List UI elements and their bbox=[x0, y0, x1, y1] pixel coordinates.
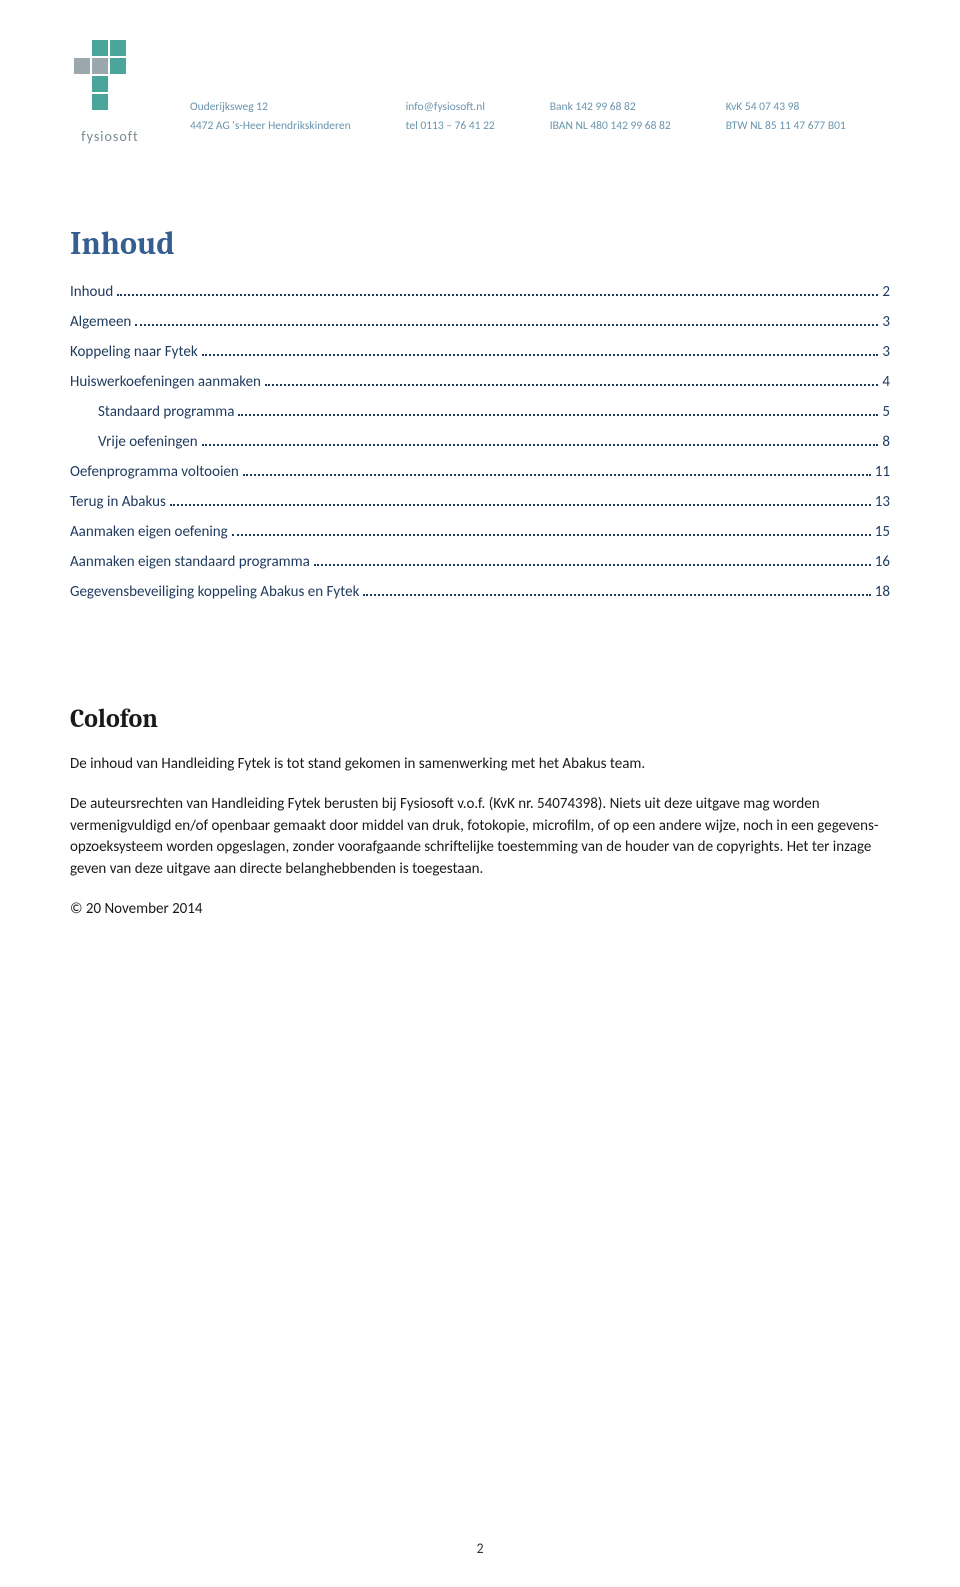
info-col-bank: Bank 142 99 68 82 IBAN NL 480 142 99 68 … bbox=[550, 98, 671, 135]
colofon-p2: De auteursrechten van Handleiding Fytek … bbox=[70, 794, 890, 881]
toc-entry-label: Terug in Abakus bbox=[70, 490, 166, 514]
toc-entry-label: Oefenprogramma voltooien bbox=[70, 460, 239, 484]
toc-entry-page: 3 bbox=[882, 310, 890, 334]
toc-title: Inhoud bbox=[70, 225, 890, 262]
toc-leader-dots bbox=[170, 504, 871, 506]
toc-leader-dots bbox=[117, 294, 878, 296]
info-line: info@fysiosoft.nl bbox=[406, 98, 495, 116]
toc-entry-page: 5 bbox=[882, 400, 890, 424]
info-line: tel 0113 – 76 41 22 bbox=[406, 117, 495, 135]
toc-entry[interactable]: Aanmaken eigen oefening 15 bbox=[70, 520, 890, 544]
toc-entry[interactable]: Terug in Abakus 13 bbox=[70, 490, 890, 514]
colofon-title: Colofon bbox=[70, 704, 890, 734]
info-line: Bank 142 99 68 82 bbox=[550, 98, 671, 116]
info-line: BTW NL 85 11 47 677 B01 bbox=[726, 117, 846, 135]
toc-entry-page: 11 bbox=[875, 460, 890, 484]
toc-entry-page: 8 bbox=[882, 430, 890, 454]
toc-entry-label: Aanmaken eigen standaard programma bbox=[70, 550, 310, 574]
toc-leader-dots bbox=[265, 384, 878, 386]
toc-entry[interactable]: Oefenprogramma voltooien 11 bbox=[70, 460, 890, 484]
toc-leader-dots bbox=[243, 474, 871, 476]
toc-entry-page: 16 bbox=[875, 550, 890, 574]
info-line: 4472 AG 's-Heer Hendrikskinderen bbox=[190, 117, 351, 135]
logo-text: fysiosoft bbox=[81, 128, 138, 145]
toc-entry[interactable]: Aanmaken eigen standaard programma 16 bbox=[70, 550, 890, 574]
toc-entry[interactable]: Algemeen 3 bbox=[70, 310, 890, 334]
info-col-reg: KvK 54 07 43 98 BTW NL 85 11 47 677 B01 bbox=[726, 98, 846, 135]
toc-entry[interactable]: Standaard programma 5 bbox=[70, 400, 890, 424]
toc-entry-label: Aanmaken eigen oefening bbox=[70, 520, 228, 544]
colofon-p1: De inhoud van Handleiding Fytek is tot s… bbox=[70, 754, 890, 776]
toc-entry-page: 18 bbox=[875, 580, 890, 604]
logo-block: fysiosoft bbox=[70, 40, 150, 145]
toc-entry-label: Koppeling naar Fytek bbox=[70, 340, 198, 364]
letterhead: fysiosoft Ouderijksweg 12 4472 AG 's-Hee… bbox=[70, 40, 890, 145]
info-line: IBAN NL 480 142 99 68 82 bbox=[550, 117, 671, 135]
toc-entry[interactable]: Gegevensbeveiliging koppeling Abakus en … bbox=[70, 580, 890, 604]
toc-entry[interactable]: Vrije oefeningen 8 bbox=[70, 430, 890, 454]
toc-entry-page: 3 bbox=[882, 340, 890, 364]
toc-entry-label: Vrije oefeningen bbox=[98, 430, 198, 454]
header-info: Ouderijksweg 12 4472 AG 's-Heer Hendriks… bbox=[190, 98, 890, 145]
toc-entry-label: Huiswerkoefeningen aanmaken bbox=[70, 370, 261, 394]
toc-entry[interactable]: Koppeling naar Fytek 3 bbox=[70, 340, 890, 364]
toc-entry[interactable]: Huiswerkoefeningen aanmaken 4 bbox=[70, 370, 890, 394]
toc-entry-label: Inhoud bbox=[70, 280, 113, 304]
toc-leader-dots bbox=[314, 564, 871, 566]
toc-entry-label: Algemeen bbox=[70, 310, 131, 334]
info-line: Ouderijksweg 12 bbox=[190, 98, 351, 116]
toc-entry-page: 15 bbox=[875, 520, 890, 544]
fysiosoft-logo-icon bbox=[70, 40, 150, 130]
toc-entry-page: 13 bbox=[875, 490, 890, 514]
toc-leader-dots bbox=[202, 444, 879, 446]
colofon-body: De inhoud van Handleiding Fytek is tot s… bbox=[70, 754, 890, 921]
toc-entry[interactable]: Inhoud 2 bbox=[70, 280, 890, 304]
toc-entry-page: 4 bbox=[882, 370, 890, 394]
document-page: fysiosoft Ouderijksweg 12 4472 AG 's-Hee… bbox=[0, 0, 960, 1587]
info-col-address: Ouderijksweg 12 4472 AG 's-Heer Hendriks… bbox=[190, 98, 351, 135]
page-number: 2 bbox=[476, 1540, 483, 1557]
toc-entry-label: Gegevensbeveiliging koppeling Abakus en … bbox=[70, 580, 359, 604]
toc-leader-dots bbox=[232, 534, 871, 536]
toc-leader-dots bbox=[135, 324, 878, 326]
toc-entry-label: Standaard programma bbox=[98, 400, 234, 424]
toc-leader-dots bbox=[363, 594, 870, 596]
info-line: KvK 54 07 43 98 bbox=[726, 98, 846, 116]
table-of-contents: Inhoud 2 Algemeen 3 Koppeling naar Fytek 3 Hui… bbox=[70, 280, 890, 604]
toc-entry-page: 2 bbox=[882, 280, 890, 304]
info-col-contact: info@fysiosoft.nl tel 0113 – 76 41 22 bbox=[406, 98, 495, 135]
toc-leader-dots bbox=[238, 414, 878, 416]
toc-leader-dots bbox=[202, 354, 879, 356]
colofon-p3: © 20 November 2014 bbox=[70, 899, 890, 921]
